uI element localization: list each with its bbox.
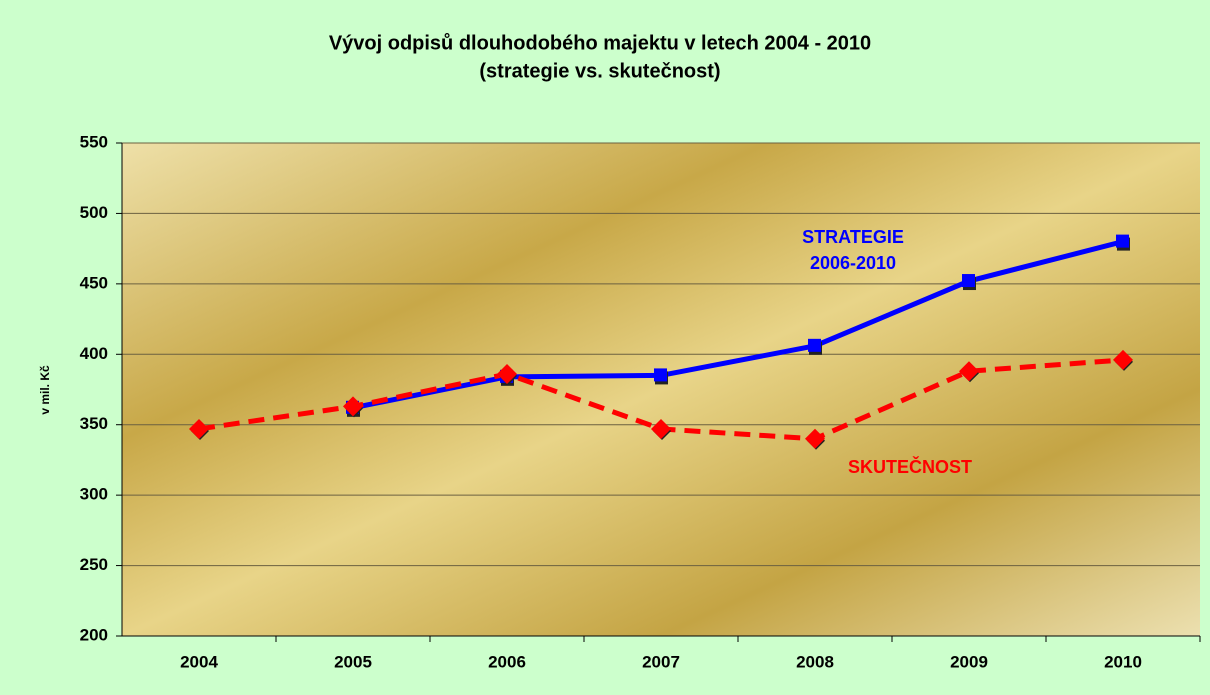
x-tick-label: 2007 [642,652,680,671]
x-tick-label: 2004 [180,652,218,671]
x-tick-label: 2010 [1104,652,1142,671]
marker [654,368,667,382]
x-tick-label: 2008 [796,652,834,671]
marker [805,428,825,449]
y-tick-label: 550 [80,132,108,151]
y-tick-label: 500 [80,203,108,222]
marker [808,338,821,352]
annotation: SKUTEČNOST [848,456,972,477]
marker [962,274,975,288]
y-axis-label: v mil. Kč [38,365,52,415]
marker [497,364,517,385]
x-tick-label: 2009 [950,652,988,671]
marker [1116,234,1129,248]
chart-title: Vývoj odpisů dlouhodobého majektu v lete… [329,32,871,54]
y-tick-label: 450 [80,273,108,292]
y-tick-label: 350 [80,414,108,433]
plot-area [122,143,1200,636]
chart-subtitle: (strategie vs. skutečnost) [479,60,720,82]
marker [1113,349,1133,370]
series-line [352,239,1124,411]
marker [343,396,363,417]
y-tick-label: 300 [80,485,108,504]
y-tick-label: 250 [80,555,108,574]
y-tick-label: 200 [80,625,108,644]
marker [189,418,209,439]
marker [959,361,979,382]
annotation: 2006-2010 [810,253,896,273]
x-tick-label: 2005 [334,652,372,671]
annotation: STRATEGIE [802,227,904,247]
x-tick-label: 2006 [488,652,526,671]
y-tick-label: 400 [80,344,108,363]
marker [651,418,671,439]
